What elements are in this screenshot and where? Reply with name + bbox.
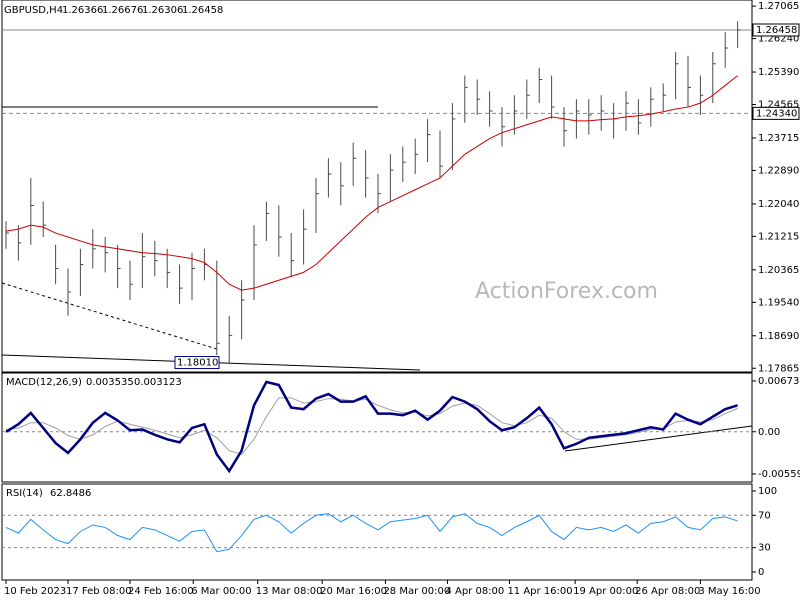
rsi-panel <box>1 483 753 581</box>
y-tick-label: 1.21215 <box>758 231 799 242</box>
y-tick-label: 0.006731 <box>758 376 800 387</box>
x-tick-label: 19 Apr 00:00 <box>573 586 638 597</box>
main-panel <box>1 0 753 373</box>
macd-title: MACD(12,26,9) <box>6 377 82 388</box>
x-tick-label: 6 Mar 00:00 <box>191 586 251 597</box>
quote: 1.26306 <box>142 5 183 16</box>
macd-panel <box>1 372 753 483</box>
y-tick-label: 30 <box>758 543 771 554</box>
indicator-line <box>5 380 738 474</box>
quote: 1.26676 <box>102 5 143 16</box>
low-marker-box <box>174 356 220 370</box>
macd-value: 0.003535 <box>86 377 134 388</box>
x-tick-label: 20 Mar 16:00 <box>320 586 387 597</box>
x-tick-label: 4 Apr 08:00 <box>445 586 504 597</box>
x-tick-label: 24 Feb 16:00 <box>128 586 194 597</box>
y-tick-label: 1.26240 <box>758 34 799 45</box>
y-tick-label: -0.005595 <box>758 469 800 480</box>
y-tick-label: 1.22040 <box>758 199 799 210</box>
y-tick-label: 70 <box>758 510 771 521</box>
x-tick-label: 13 Mar 08:00 <box>256 586 323 597</box>
x-tick-label: 26 Apr 08:00 <box>635 586 700 597</box>
indicator-line <box>5 513 738 553</box>
level-line-box <box>752 106 800 120</box>
y-tick-label: 1.18690 <box>758 331 799 342</box>
macd-value: 0.003123 <box>134 377 182 388</box>
watermark: ActionForex.com <box>475 279 658 304</box>
x-tick-label: 28 Mar 00:00 <box>383 586 450 597</box>
indicator-line <box>5 397 738 455</box>
y-tick-label: 1.20365 <box>758 265 799 276</box>
level-line-label: 1.24340 <box>756 108 797 119</box>
rsi-value: 62.8486 <box>50 488 91 499</box>
y-tick-label: 1.24565 <box>758 100 799 111</box>
y-tick-label: 1.19540 <box>758 297 799 308</box>
trend-line <box>1 282 221 351</box>
x-tick-label: 10 Feb 2023 <box>4 586 66 597</box>
y-tick-label: 1.17865 <box>758 363 799 374</box>
quote: 1.26366 <box>62 5 103 16</box>
symbol: GBPUSD,H4 <box>4 5 63 16</box>
current-price-line-box <box>752 23 800 37</box>
x-tick-label: 17 Feb 08:00 <box>66 586 132 597</box>
y-tick-label: 1.25390 <box>758 67 799 78</box>
x-tick-label: 11 Apr 16:00 <box>507 586 572 597</box>
y-tick-label: 0 <box>758 567 764 578</box>
macd-trend-line <box>564 425 753 452</box>
y-tick-label: 1.27065 <box>758 1 799 12</box>
x-tick-label: 3 May 16:00 <box>698 586 760 597</box>
indicator-line <box>5 75 738 291</box>
y-tick-label: 100 <box>758 486 777 497</box>
y-tick-label: 0.00 <box>758 427 780 438</box>
y-tick-label: 1.23715 <box>758 133 799 144</box>
current-price-line-label: 1.26458 <box>756 25 797 36</box>
rsi-title: RSI(14) <box>6 488 43 499</box>
quote: 1.26458 <box>182 5 223 16</box>
low-marker-label: 1.18010 <box>177 358 218 369</box>
y-tick-label: 1.22890 <box>758 165 799 176</box>
